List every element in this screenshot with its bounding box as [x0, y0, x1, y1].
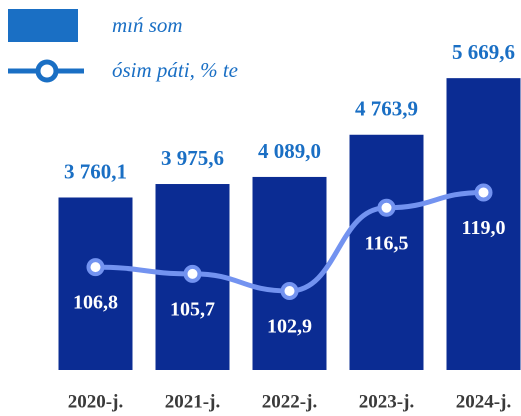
- legend-label: mıń som: [112, 13, 183, 37]
- line-value-label: 116,5: [365, 232, 409, 254]
- line-marker: [183, 264, 202, 283]
- bar: [446, 78, 521, 371]
- x-tick-label: 2023-j.: [359, 391, 414, 412]
- x-tick-label: 2020-j.: [68, 391, 123, 412]
- bar: [349, 134, 424, 370]
- line-value-label: 105,7: [170, 298, 215, 320]
- line-marker: [86, 258, 105, 277]
- bar: [252, 176, 327, 370]
- line-value-label: 106,8: [73, 292, 118, 314]
- line-marker: [280, 282, 299, 301]
- bar-value-label: 3 760,1: [64, 159, 127, 183]
- bar-value-label: 5 669,6: [452, 40, 515, 64]
- legend-swatch-marker: [35, 59, 59, 83]
- x-tick-label: 2022-j.: [262, 391, 317, 412]
- legend-swatch-bar: [8, 9, 78, 42]
- line-value-label: 119,0: [462, 217, 506, 239]
- legend-label: ósim páti, % te: [112, 58, 238, 82]
- bar: [58, 197, 133, 370]
- bar-value-label: 3 975,6: [161, 146, 224, 170]
- x-tick-label: 2021-j.: [165, 391, 220, 412]
- line-marker: [377, 198, 396, 217]
- x-tick-label: 2024-j.: [456, 391, 511, 412]
- bar-value-label: 4 089,0: [258, 139, 321, 163]
- line-marker: [474, 183, 493, 202]
- line-value-label: 102,9: [267, 316, 312, 338]
- bar-value-label: 4 763,9: [355, 97, 418, 121]
